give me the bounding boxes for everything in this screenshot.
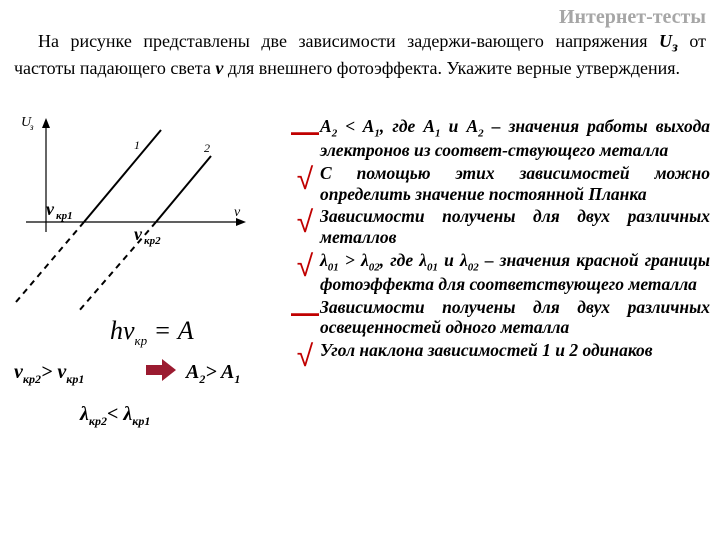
answer-row: —Зависимости получены для двух различных… [290, 297, 710, 338]
check-icon: √ [290, 250, 320, 282]
check-icon: √ [290, 163, 320, 195]
answer-text: Зависимости получены для двух различных … [320, 297, 710, 338]
answer-text: λ01 > λ02, где λ01 и λ02 – значения крас… [320, 250, 710, 295]
intro-p1: На рисунке представлены две зависимости … [38, 31, 659, 51]
svg-text:кр1: кр1 [56, 210, 73, 222]
answer-row: —A2 < A1, где A1 и A2 – значения работы … [290, 116, 710, 161]
implies-arrow-icon [144, 355, 180, 390]
dash-icon: — [290, 116, 320, 146]
eq-eq: = [147, 316, 178, 345]
svg-text:v: v [134, 224, 143, 244]
check-icon: √ [290, 340, 320, 372]
eq-sub: кр [135, 333, 148, 348]
svg-text:з: з [29, 122, 34, 132]
answer-text: Зависимости получены для двух различных … [320, 206, 710, 247]
dash-icon: — [290, 297, 320, 327]
svg-text:2: 2 [204, 141, 210, 155]
check-icon: √ [290, 206, 320, 238]
answer-list: —A2 < A1, где A1 и A2 – значения работы … [290, 116, 710, 374]
answer-text: A2 < A1, где A1 и A2 – значения работы в… [320, 116, 710, 161]
eq-h: h [110, 316, 123, 345]
inequality-vkr: vкр2> vкр1 [14, 361, 84, 387]
answer-row: √λ01 > λ02, где λ01 и λ02 – значения кра… [290, 250, 710, 295]
eq-A: A [178, 316, 194, 345]
svg-text:v: v [234, 205, 241, 220]
equation: hνкр = A [110, 316, 194, 349]
answer-text: Угол наклона зависимостей 1 и 2 одинаков [320, 340, 710, 361]
answer-row: √Угол наклона зависимостей 1 и 2 одинако… [290, 340, 710, 372]
svg-text:1: 1 [134, 138, 140, 152]
photoelectric-diagram: U з v 1 2 v кр1 v кр2 [6, 112, 276, 312]
answer-row: √Зависимости получены для двух различных… [290, 206, 710, 247]
inequality-lambda: λкр2< λкр1 [80, 403, 150, 429]
intro-uvar: U [659, 31, 672, 51]
svg-text:v: v [46, 199, 55, 219]
eq-nu: ν [123, 316, 135, 345]
page-header: Интернет-тесты [559, 6, 706, 29]
svg-text:кр2: кр2 [144, 235, 161, 247]
inequality-A: A2> A1 [186, 361, 240, 387]
intro-p3: для внешнего фотоэффекта. Укажите верные… [223, 58, 680, 78]
answer-text: С помощью этих зависимостей можно опреде… [320, 163, 710, 204]
answer-row: √С помощью этих зависимостей можно опред… [290, 163, 710, 204]
intro-paragraph: На рисунке представлены две зависимости … [14, 30, 706, 80]
